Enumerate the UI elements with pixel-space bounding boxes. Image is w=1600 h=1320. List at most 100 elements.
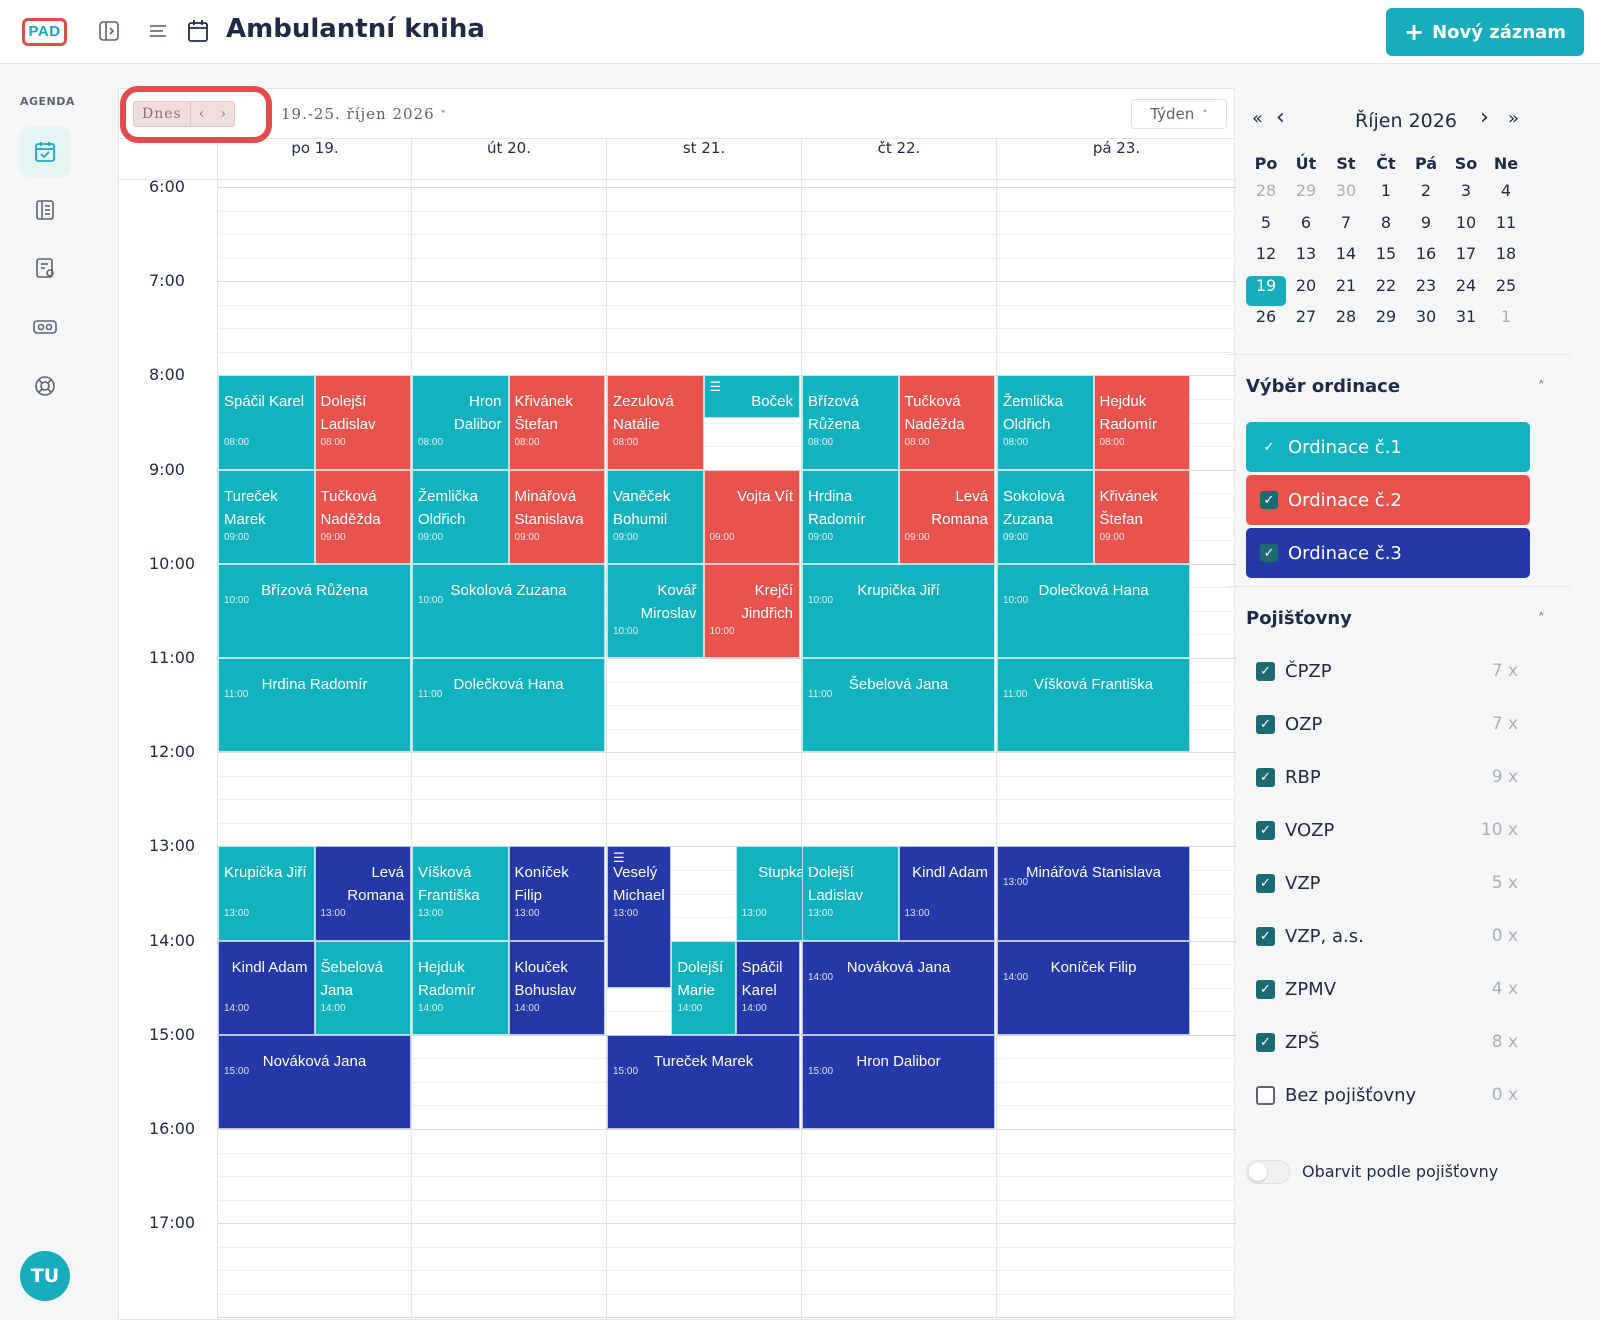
mini-calendar-day[interactable]: 1 — [1380, 181, 1392, 200]
checkbox[interactable]: ✓ — [1256, 714, 1275, 734]
mini-calendar-day[interactable]: 1 — [1500, 307, 1512, 326]
mini-calendar-day[interactable]: 17 — [1455, 244, 1477, 263]
prev-week-button[interactable]: ‹ — [189, 102, 213, 126]
mini-calendar-day[interactable]: 18 — [1495, 244, 1517, 263]
appointment[interactable]: Břízová Růžena 08:00 — [802, 375, 899, 470]
appointment[interactable]: Dolejší Marie 14:00 — [671, 940, 736, 1035]
appointment[interactable]: Dolečková Hana 10:00 — [997, 563, 1190, 658]
appointment[interactable]: Spáčil Karel 08:00 — [218, 375, 315, 470]
last-month-button[interactable]: » — [1508, 108, 1520, 129]
mini-calendar-day[interactable]: 26 — [1255, 307, 1277, 326]
chevron-up-icon[interactable]: ˄ — [1538, 612, 1545, 627]
appointment[interactable]: Minářová Stanislava 13:00 — [997, 846, 1190, 941]
day-header[interactable]: pá 23. — [996, 139, 1236, 179]
office-item[interactable]: ✓ Ordinace č.2 — [1246, 475, 1530, 525]
appointment[interactable]: Kovář Miroslav 10:00 — [607, 563, 704, 658]
next-week-button[interactable]: › — [220, 106, 226, 122]
mini-calendar-day[interactable]: 16 — [1415, 244, 1437, 263]
appointment[interactable]: Krejčí Jindřich 10:00 — [703, 563, 800, 658]
today-button[interactable]: Dnes — [142, 106, 182, 122]
appointment[interactable]: Hrdina Radomír 11:00 — [218, 658, 411, 753]
day-header[interactable]: čt 22. — [801, 139, 996, 179]
appointment[interactable]: Koníček Filip 13:00 — [508, 846, 605, 941]
appointment[interactable]: Křivánek Štefan 09:00 — [1093, 469, 1190, 564]
checkbox[interactable]: ✓ — [1256, 820, 1275, 840]
appointment[interactable]: Tučková Naděžda 09:00 — [314, 469, 411, 564]
insurer-item[interactable]: ✓ ZPMV 4 x — [1256, 965, 1526, 1013]
appointment[interactable]: Levá Romana 09:00 — [898, 469, 995, 564]
date-range-picker[interactable]: 19.-25. říjen 2026 ˅ — [281, 105, 447, 123]
mini-calendar-day[interactable]: 8 — [1380, 212, 1392, 232]
day-header[interactable]: út 20. — [411, 139, 606, 179]
mini-calendar-day[interactable]: 6 — [1300, 212, 1312, 232]
sidebar-item-book[interactable] — [20, 185, 70, 235]
appointment[interactable]: Žemlička Oldřich 08:00 — [997, 375, 1094, 470]
appointment[interactable]: Žemlička Oldřich 09:00 — [412, 469, 509, 564]
insurer-item[interactable]: ✓ RBP 9 x — [1256, 753, 1526, 801]
appointment[interactable]: Hrdina Radomír 09:00 — [802, 469, 899, 564]
insurer-item[interactable]: ✓ ČPZP 7 x — [1256, 647, 1526, 695]
mini-calendar-day[interactable]: 24 — [1455, 275, 1477, 295]
mini-calendar-day[interactable]: 22 — [1375, 275, 1397, 295]
appointment[interactable]: Hron Dalibor 08:00 — [412, 375, 509, 470]
day-header[interactable]: po 19. — [217, 139, 412, 179]
mini-calendar-day[interactable]: 29 — [1375, 307, 1397, 326]
appointment[interactable]: Hejduk Radomír 14:00 — [412, 940, 509, 1035]
appointment[interactable]: ☰ Boček Rudolf — [703, 375, 800, 418]
mini-calendar-day[interactable]: 13 — [1295, 244, 1317, 263]
checkbox[interactable]: ✓ — [1256, 979, 1275, 999]
sidebar-item-agenda[interactable] — [20, 127, 70, 177]
appointment[interactable]: Hejduk Radomír 08:00 — [1093, 375, 1190, 470]
appointment[interactable]: Dolečková Hana 11:00 — [412, 658, 605, 753]
insurer-item[interactable]: Bez pojišťovny 0 x — [1256, 1071, 1526, 1119]
mini-calendar-day[interactable]: 5 — [1260, 212, 1272, 232]
sidebar-toggle-icon[interactable] — [98, 20, 120, 46]
sidebar-item-help[interactable] — [20, 361, 70, 411]
day-header[interactable]: st 21. — [606, 139, 801, 179]
appointment[interactable]: Vaněček Bohumil 09:00 — [607, 469, 704, 564]
menu-icon[interactable] — [148, 20, 168, 46]
view-select[interactable]: Týden ˅ — [1131, 99, 1227, 129]
insurer-item[interactable]: ✓ OZP 7 x — [1256, 700, 1526, 748]
insurer-item[interactable]: ✓ VOZP 10 x — [1256, 806, 1526, 854]
mini-calendar-day[interactable]: 2 — [1420, 181, 1432, 200]
appointment[interactable]: Nováková Jana 14:00 — [802, 940, 995, 1035]
appointment[interactable]: Víšková Františka 13:00 — [412, 846, 509, 941]
appointment[interactable]: Tučková Naděžda 08:00 — [898, 375, 995, 470]
appointment[interactable]: Koníček Filip 14:00 — [997, 940, 1190, 1035]
office-item[interactable]: ✓ Ordinace č.3 — [1246, 528, 1530, 578]
checkbox[interactable]: ✓ — [1256, 926, 1275, 946]
mini-calendar-day[interactable]: 4 — [1500, 181, 1512, 200]
appointment[interactable]: Víšková Františka 11:00 — [997, 658, 1190, 753]
mini-calendar-day[interactable]: 30 — [1415, 307, 1437, 326]
appointment[interactable]: Hron Dalibor 15:00 — [802, 1034, 995, 1129]
mini-calendar-day[interactable]: 9 — [1420, 212, 1432, 232]
appointment[interactable]: ☰ Veselý Michael 13:00 — [607, 846, 672, 988]
checkbox[interactable] — [1256, 1085, 1275, 1105]
new-record-button[interactable]: + Nový záznam — [1386, 8, 1584, 56]
insurer-item[interactable]: ✓ VZP 5 x — [1256, 859, 1526, 907]
app-logo[interactable]: PAD — [22, 18, 67, 46]
mini-calendar-day[interactable]: 28 — [1335, 307, 1357, 326]
checkbox[interactable]: ✓ — [1256, 873, 1275, 893]
mini-calendar-day[interactable]: 10 — [1455, 212, 1477, 232]
user-avatar[interactable]: TU — [20, 1251, 70, 1301]
appointment[interactable]: Nováková Jana 15:00 — [218, 1034, 411, 1129]
appointment[interactable]: Šebelová Jana 14:00 — [314, 940, 411, 1035]
first-month-button[interactable]: « — [1252, 108, 1264, 129]
mini-calendar-day[interactable]: 19 — [1246, 275, 1286, 306]
mini-calendar-day[interactable]: 29 — [1295, 181, 1317, 200]
appointment[interactable]: Vojta Vít 09:00 — [703, 469, 800, 564]
checkbox[interactable]: ✓ — [1256, 767, 1275, 787]
mini-calendar-day[interactable]: 21 — [1335, 275, 1357, 295]
mini-calendar-day[interactable]: 28 — [1255, 181, 1277, 200]
appointment[interactable]: Krupička Jiří 13:00 — [218, 846, 315, 941]
mini-calendar-day[interactable]: 30 — [1335, 181, 1357, 200]
appointment[interactable]: Sokolová Zuzana 10:00 — [412, 563, 605, 658]
chevron-up-icon[interactable]: ˄ — [1538, 380, 1545, 395]
mini-calendar-day[interactable]: 15 — [1375, 244, 1397, 263]
mini-calendar-day[interactable]: 27 — [1295, 307, 1317, 326]
insurer-item[interactable]: ✓ ZPŠ 8 x — [1256, 1018, 1526, 1066]
color-by-insurer-toggle[interactable] — [1246, 1160, 1290, 1184]
prev-month-button[interactable]: ‹ — [1276, 105, 1285, 130]
